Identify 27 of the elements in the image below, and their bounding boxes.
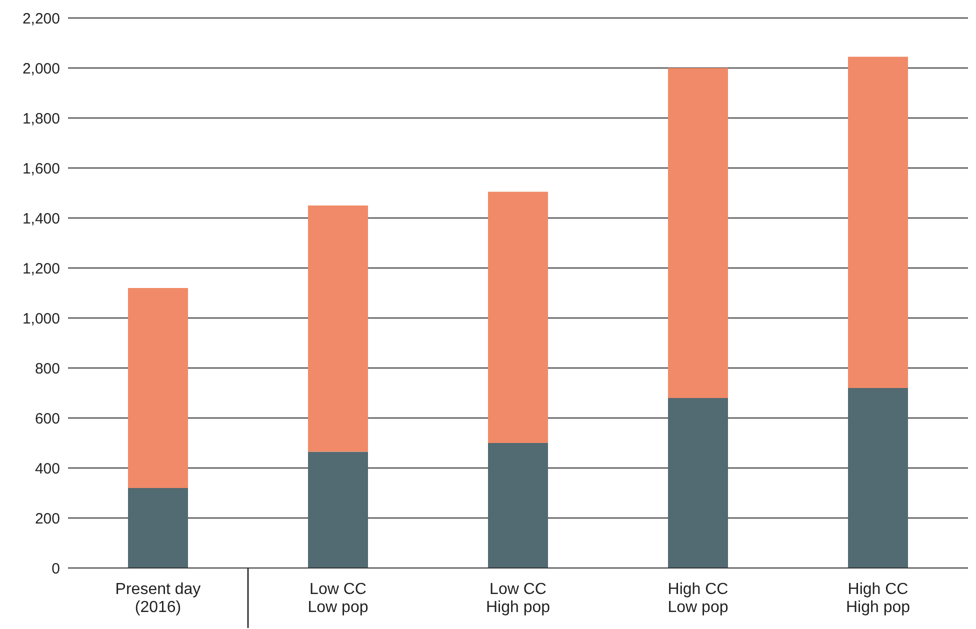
y-tick-label: 200 — [34, 510, 60, 528]
y-tick-label: 1,600 — [22, 160, 60, 178]
y-tick-label: 1,800 — [22, 110, 60, 128]
bar — [668, 68, 728, 398]
bar — [128, 488, 188, 568]
y-tick-label: 0 — [52, 560, 60, 578]
x-tick-label: Low CC High pop — [486, 581, 550, 616]
y-tick-label: 600 — [34, 410, 60, 428]
bar — [308, 452, 368, 568]
bar — [128, 288, 188, 488]
y-tick-label: 400 — [34, 460, 60, 478]
y-tick-label: 1,400 — [22, 210, 60, 228]
bar — [488, 192, 548, 443]
y-tick-label: 1,200 — [22, 260, 60, 278]
bar — [848, 56, 908, 388]
y-tick-label: 800 — [34, 360, 60, 378]
x-tick-label: Present day (2016) — [115, 581, 201, 616]
bar — [848, 388, 908, 568]
y-tick-label: 2,200 — [22, 10, 60, 28]
x-tick-label: High CC Low pop — [668, 581, 728, 616]
bar — [488, 443, 548, 568]
y-tick-label: 2,000 — [22, 60, 60, 78]
bar — [668, 398, 728, 568]
x-tick-label: High CC High pop — [846, 581, 910, 616]
x-tick-label: Low CC Low pop — [308, 581, 368, 616]
y-tick-label: 1,000 — [22, 310, 60, 328]
bar — [308, 206, 368, 452]
